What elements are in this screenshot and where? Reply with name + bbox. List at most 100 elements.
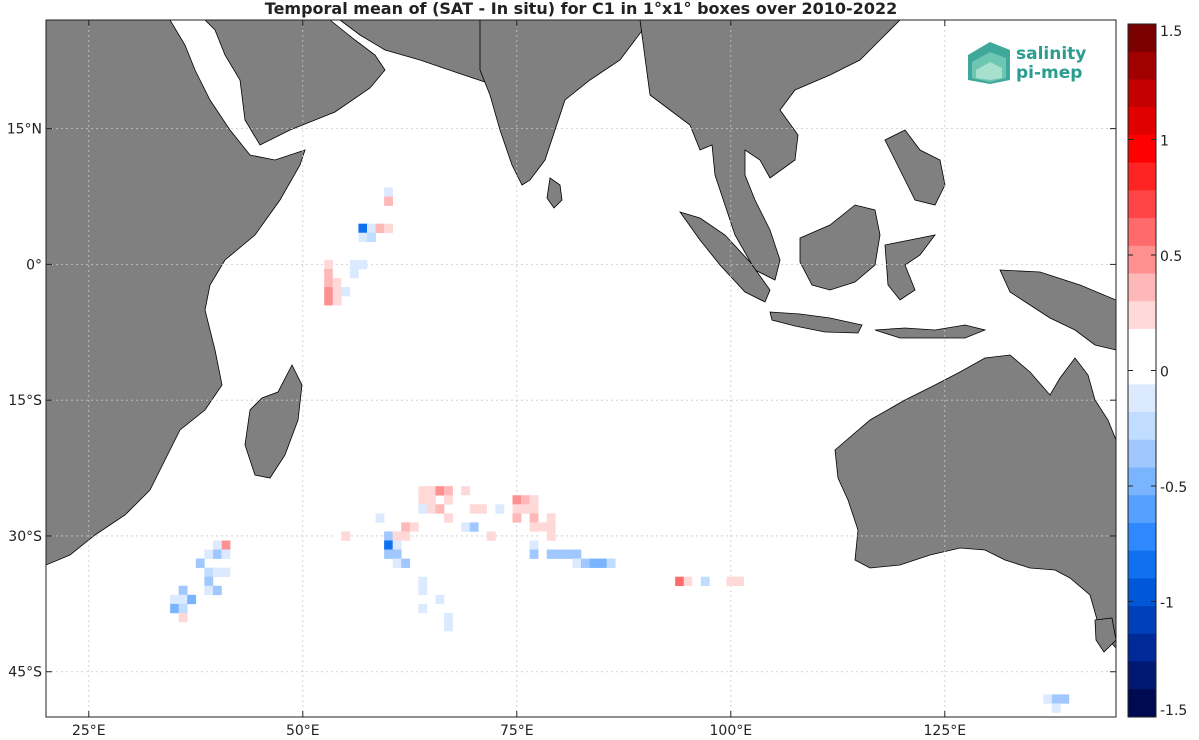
x-tick-label: 50°E <box>286 723 320 739</box>
logo-text-pimep: pi-mep <box>1016 63 1082 83</box>
land-se-asia <box>639 20 901 281</box>
data-cell <box>401 558 411 568</box>
colorbar-tick-label: 1 <box>1160 134 1169 150</box>
colorbar-segment <box>1128 467 1156 496</box>
x-tick-label: 25°E <box>72 723 106 739</box>
data-cell <box>341 277 351 288</box>
data-cell <box>435 468 445 478</box>
data-cell <box>666 567 676 577</box>
data-cell <box>589 558 599 568</box>
logo: salinity pi-mep <box>968 42 1086 84</box>
data-cell <box>195 558 205 568</box>
colorbar-segment <box>1128 578 1156 607</box>
data-cell <box>529 504 539 514</box>
x-tick-label: 100°E <box>710 723 753 739</box>
data-cell <box>384 223 393 234</box>
land-new-guinea <box>999 269 1116 351</box>
map-title: Temporal mean of (SAT - In situ) for C1 … <box>264 0 898 18</box>
land-lesser-sunda <box>874 324 987 339</box>
data-cell <box>521 495 530 505</box>
x-tick-label: 125°E <box>924 723 967 739</box>
data-cell <box>572 558 582 568</box>
data-cell <box>187 594 197 605</box>
data-cell <box>444 495 453 505</box>
colorbar-segment <box>1128 190 1156 219</box>
data-cell <box>640 567 650 577</box>
colorbar <box>1127 23 1157 718</box>
data-cell <box>358 259 368 270</box>
data-cell <box>444 486 453 496</box>
data-cell <box>212 540 222 550</box>
colorbar-segment <box>1128 24 1156 53</box>
colorbar-segment <box>1128 301 1156 330</box>
colorbar-segment <box>1128 162 1156 191</box>
data-cell <box>409 513 419 523</box>
land-tasmania <box>1094 617 1116 653</box>
data-cell <box>692 576 702 587</box>
y-tick-label: 45°S <box>8 665 42 681</box>
data-cell <box>384 549 393 559</box>
graticule <box>46 20 1116 717</box>
colorbar-segment <box>1128 439 1156 469</box>
map-frame <box>45 19 1117 718</box>
data-cell <box>324 268 334 279</box>
colorbar-tick-label: 0 <box>1160 365 1169 381</box>
data-cell <box>572 549 582 559</box>
data-cell <box>444 612 453 623</box>
data-cell <box>700 576 710 587</box>
land-sulawesi <box>884 234 936 301</box>
data-cell <box>332 268 342 279</box>
data-cell <box>1060 694 1070 704</box>
data-cell <box>418 603 428 614</box>
data-cell <box>538 522 548 532</box>
land-borneo <box>799 204 881 291</box>
x-axis-ticks: 25°E 50°E 75°E 100°E 125°E <box>72 20 966 739</box>
data-cell <box>563 549 573 559</box>
data-cell <box>486 531 496 541</box>
data-cell <box>606 558 616 568</box>
data-cell <box>538 531 548 541</box>
data-cell <box>367 223 376 234</box>
data-cell <box>469 468 479 478</box>
data-cell <box>444 513 453 523</box>
land-philippines <box>884 129 946 206</box>
data-cell <box>392 558 402 568</box>
data-cell <box>581 558 590 568</box>
colorbar-segment <box>1128 412 1156 441</box>
data-cell <box>512 495 522 505</box>
data-cell <box>401 531 411 541</box>
data-cell <box>204 585 214 596</box>
colorbar-segment <box>1128 107 1156 136</box>
land-sri-lanka <box>546 177 563 209</box>
data-cell <box>178 594 188 605</box>
data-cell <box>1068 703 1078 713</box>
data-cell <box>384 540 393 550</box>
land-arabia <box>204 20 386 146</box>
colorbar-segment <box>1128 245 1156 274</box>
data-cell <box>332 296 342 306</box>
data-cell <box>178 603 188 614</box>
data-cell <box>529 540 539 550</box>
colorbar-segment <box>1128 689 1156 718</box>
data-cell <box>529 549 539 559</box>
data-cell <box>546 513 556 523</box>
data-cell <box>409 522 419 532</box>
data-cell <box>384 531 393 541</box>
data-cell <box>204 576 214 587</box>
colorbar-segment <box>1128 550 1156 579</box>
data-cell <box>332 287 342 297</box>
data-cell <box>546 522 556 532</box>
colorbar-tick-label: 1.5 <box>1160 24 1182 40</box>
data-cell <box>358 232 368 243</box>
data-cell <box>426 486 436 496</box>
land-madagascar <box>244 364 303 479</box>
data-cell <box>675 576 685 587</box>
data-cell <box>529 495 539 505</box>
colorbar-ticks: 1.5 1 0.5 0 -0.5 -1 -1.5 <box>1128 23 1187 719</box>
logo-text-salinity: salinity <box>1016 44 1086 64</box>
y-tick-label: 30°S <box>8 529 42 545</box>
colorbar-tick-label: -1 <box>1160 596 1174 612</box>
data-cell <box>1051 703 1061 713</box>
data-cell <box>546 531 556 541</box>
